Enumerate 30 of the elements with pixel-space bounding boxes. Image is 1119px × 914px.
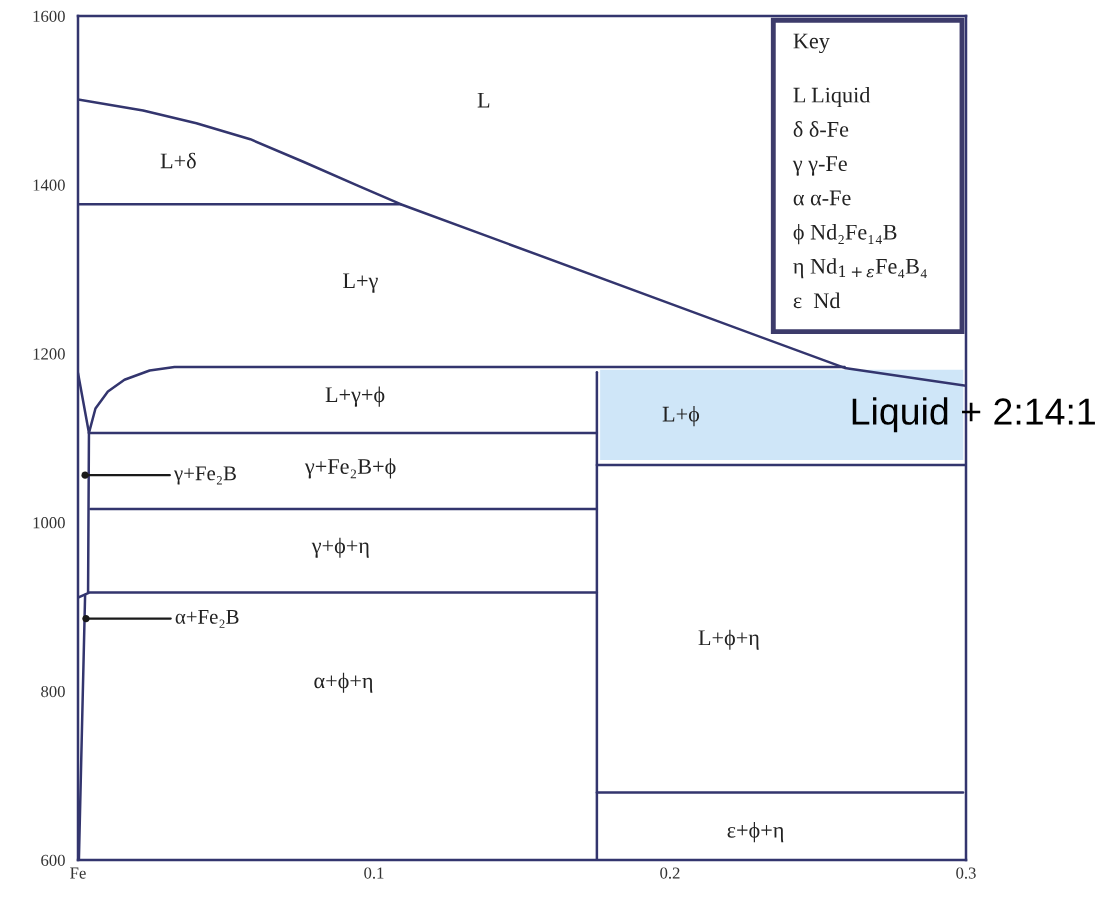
annotation: α+ϕ+η xyxy=(314,672,373,693)
annotation: ε Nd xyxy=(793,292,841,309)
x-tick-label: Fe xyxy=(70,867,86,879)
annotation: Key xyxy=(793,33,830,54)
y-tick-label: 1400 xyxy=(33,179,65,191)
annotation: L+ϕ+η xyxy=(698,629,759,650)
x-tick-label: 0.2 xyxy=(660,867,680,879)
annotation: α α-Fe xyxy=(793,190,851,206)
y-tick-label: 1000 xyxy=(33,517,65,529)
annotation: γ+ϕ+η xyxy=(311,537,369,558)
x-tick-label: 0.3 xyxy=(956,867,976,879)
y-tick-label: 600 xyxy=(41,854,65,866)
annotation: L+γ xyxy=(343,273,378,293)
annotation: L xyxy=(477,92,490,108)
annotation: L Liquid xyxy=(793,86,871,108)
annotation: L+ϕ xyxy=(662,405,700,427)
annotation: L+δ xyxy=(160,152,196,169)
annotation: ϕ Nd₂Fe₁₄B xyxy=(793,224,897,245)
y-tick-label: 1600 xyxy=(33,10,65,22)
annotation: γ+Fe₂B+ϕ xyxy=(304,458,396,479)
x-tick-label: 0.1 xyxy=(364,867,384,879)
annotation: γ γ-Fe xyxy=(792,156,847,176)
y-tick-label: 800 xyxy=(41,685,65,698)
annotation: γ+Fe₂B xyxy=(173,466,236,485)
y-tick-label: 1200 xyxy=(33,348,65,360)
annotation: η Nd$_{1+ε}$Fe₄B₄ xyxy=(793,258,927,279)
annotation: α+Fe₂B xyxy=(175,609,239,628)
annotation: L+γ+ϕ xyxy=(325,386,385,407)
annotation: δ δ-Fe xyxy=(793,121,849,137)
annotation: ε+ϕ+η xyxy=(727,822,784,843)
